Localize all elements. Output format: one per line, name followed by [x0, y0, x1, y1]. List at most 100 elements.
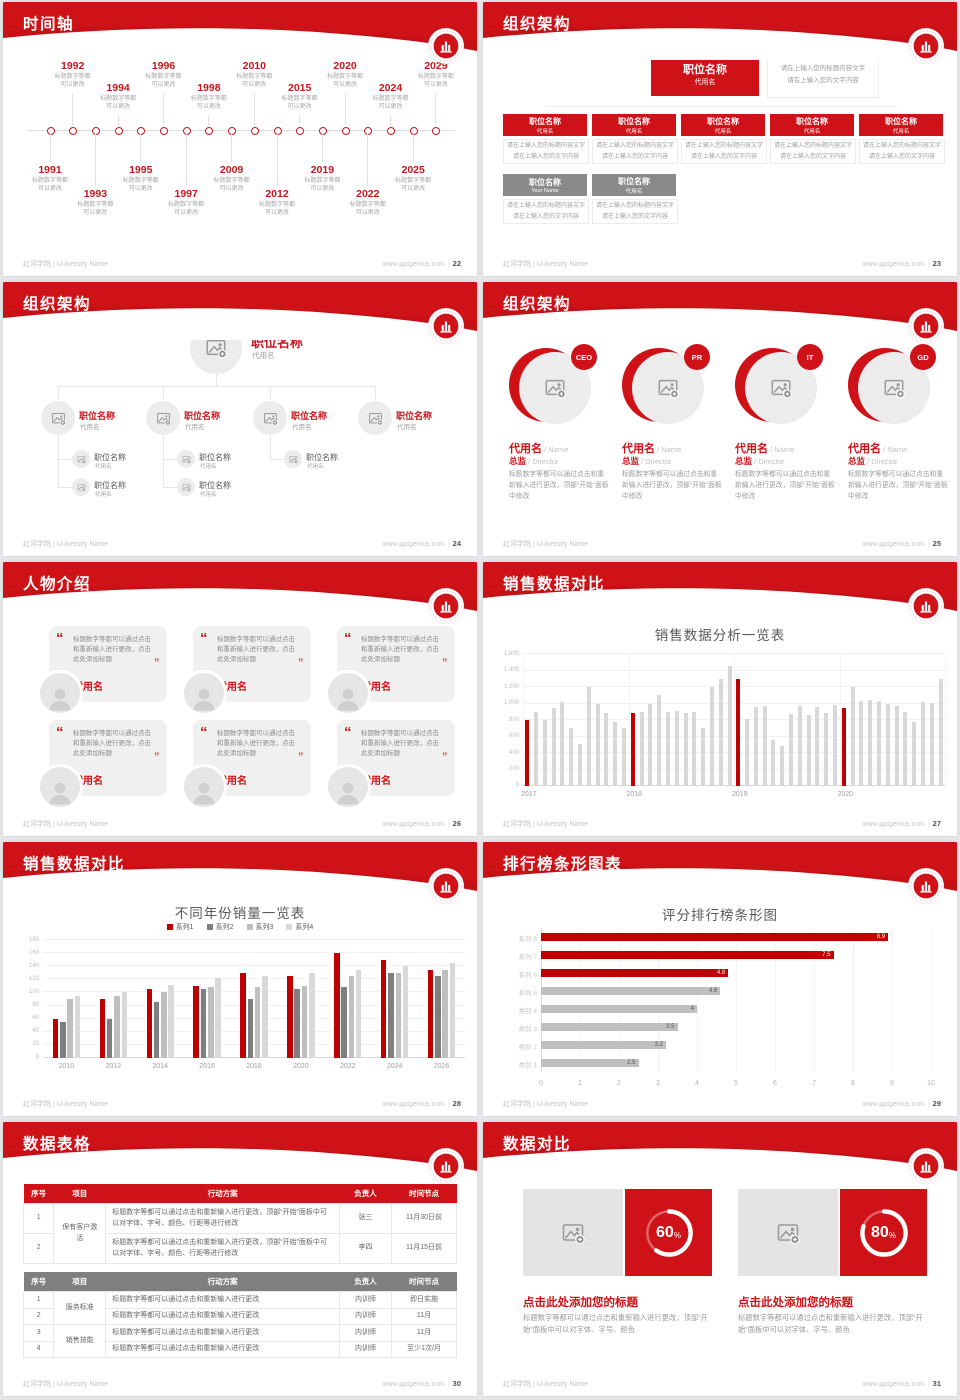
slide-30-tables[interactable]: 数据表格 序号 项目 行动方案 负责人 时间节点 1 保有客户激活 标题数字等都可以通过点击和…	[3, 1122, 477, 1396]
timeline-label: 1993 标题数字等都 可以更改	[67, 188, 123, 217]
org-note: 请在上输入您的标题内容文字 请在上输入您的文字内容	[770, 139, 856, 164]
footer-site: www.pptgenius.com | 24	[382, 539, 461, 548]
slide-22-timeline[interactable]: 时间轴 1991 标题数字等都 可以更改 1992 标题数字等都 可以更改 1993 标题数字…	[3, 2, 477, 276]
bar	[99, 999, 106, 1058]
quote-close-icon: ”	[442, 657, 448, 669]
org-box: 职位名称 代用名	[592, 114, 676, 136]
bar	[745, 719, 750, 786]
chart-title: 评分排行榜条形图	[662, 908, 778, 923]
slide-29-ranking[interactable]: 排行榜条形图表 评分排行榜条形图 8.9 7.5 4.8 4.6 4 3.5 3.2 2.5 0 1…	[483, 842, 957, 1116]
tree-connector	[163, 487, 177, 488]
bar	[542, 720, 547, 786]
page-number: 27	[932, 819, 941, 828]
bar	[578, 743, 583, 786]
image-placeholder-icon	[182, 455, 191, 464]
timeline-connector	[321, 134, 323, 162]
progress-value: 60%	[656, 1223, 681, 1241]
photo-placeholder	[72, 478, 90, 496]
y-axis-tick: 1,400	[503, 667, 519, 673]
page-number: 26	[452, 819, 461, 828]
bar	[833, 705, 837, 786]
bar-value-label: 4.8	[716, 969, 726, 976]
category-label: 系列 7	[518, 953, 537, 961]
university-emblem-icon	[907, 307, 945, 345]
y-axis-tick: 600	[508, 733, 519, 739]
legend-swatch	[246, 924, 253, 930]
bar: 3.5	[541, 1022, 678, 1031]
bar-value-label: 7.5	[822, 951, 831, 958]
x-axis-line	[43, 1057, 465, 1058]
profile-name-cn: 代用名	[848, 443, 881, 455]
timeline-caption: 可以更改	[128, 186, 153, 193]
person-name: 代用名	[217, 776, 247, 787]
tree-connector	[58, 459, 72, 460]
image-placeholder-icon	[51, 412, 66, 426]
gridline	[931, 928, 932, 1072]
table-header-row: 序号 项目 行动方案 负责人 时间节点	[23, 1184, 457, 1204]
bar	[153, 1002, 160, 1058]
gridline	[736, 928, 737, 1072]
data-table: 序号 项目 行动方案 负责人 时间节点 1 保有客户激活 标题数字等都可以通过点击和重新输入进…	[22, 1184, 457, 1264]
panel-desc: 标题数字等都可以通过点击和重新输入进行更改，顶部“开始”面板中可以对字体、字号、…	[738, 1313, 923, 1335]
timeline-year: 1994	[106, 82, 130, 94]
x-axis-tick: 2019	[732, 791, 748, 798]
photo-placeholder	[253, 401, 287, 435]
gridline	[658, 928, 659, 1072]
slide-title: 人物介绍	[23, 576, 92, 593]
org-box-sub: 代用名	[694, 79, 716, 86]
quote-open-icon: “	[344, 724, 352, 741]
slide-28-sales-yearly[interactable]: 销售数据对比 不同年份销量一览表 系列1 系列2 系列3 系列4 0 20 40 60 80 100…	[3, 842, 477, 1116]
person-quote: 标题数字等都可以通过点击和重新输入进行更改，点击此处添加标题	[73, 636, 151, 664]
image-placeholder-icon	[658, 379, 679, 399]
timeline-label: 2024 标题数字等都 可以更改	[363, 82, 419, 111]
timeline-point	[114, 126, 123, 135]
timeline-year: 2012	[265, 188, 289, 200]
node-title: 职位名称	[94, 481, 126, 490]
footer-site: www.pptgenius.com | 30	[382, 1379, 461, 1388]
profile-role-cn: 总监	[509, 456, 527, 466]
y-axis-tick: 0	[35, 1054, 39, 1061]
timeline-caption: 标题数字等都	[168, 202, 205, 209]
bar	[262, 976, 268, 1058]
slide-26-people[interactable]: 人物介绍 “ 标题数字等都可以通过点击和重新输入进行更改，点击此处添加标题 ” 代用名…	[3, 562, 477, 836]
table-cell: 4	[22, 1340, 55, 1358]
university-logo-icon	[427, 867, 465, 905]
bar-value-label: 8.9	[876, 933, 886, 940]
person-avatar	[181, 670, 227, 716]
university-logo-icon	[427, 27, 465, 65]
footer-brand: 红河学院 | University Name	[23, 821, 109, 828]
column-header: 序号	[23, 1184, 54, 1204]
bar	[121, 992, 128, 1058]
gridline	[697, 928, 698, 1072]
chart-plot-area	[43, 939, 465, 1058]
bar	[762, 705, 767, 786]
profile-role: 总监 / Director	[622, 456, 672, 466]
slide-24-org-tree[interactable]: 组织架构 职位名称 代用名 职位名称 代用名 职位名称 代用名 职位名称 代用名 职位名称 代用名…	[3, 282, 477, 556]
category-label: 系列 6	[518, 971, 537, 979]
y-axis-tick: 40	[32, 1028, 39, 1035]
bar	[294, 989, 300, 1058]
timeline-caption: 标题数字等都	[304, 178, 341, 185]
progress-value: 80%	[871, 1223, 896, 1241]
person-avatar	[37, 764, 83, 810]
image-placeholder-box	[738, 1189, 838, 1276]
slide-23-org-boxes[interactable]: 组织架构 职位名称 代用名 请在上输入您的标题内容文字 请在上输入您的文字内容 职位名称…	[483, 2, 957, 276]
bar	[841, 707, 846, 786]
slide-31-compare[interactable]: 数据对比 60% 点击此处添加您的标题 标题数字等都可以通过点击和重新输入进行更改，…	[483, 1122, 957, 1396]
slide-25-org-profiles[interactable]: 组织架构 CEO 代用名 / Name 总监 / Director 标题数字等都可以通…	[483, 282, 957, 556]
timeline-caption: 标题数字等都	[190, 96, 227, 103]
slide-footer: 红河学院 | University Name www.pptgenius.com…	[503, 819, 941, 829]
timeline-label: 1998 标题数字等都 可以更改	[181, 82, 237, 111]
slide-header: 排行榜条形图表	[483, 842, 957, 905]
footer-site: www.pptgenius.com | 31	[862, 1379, 941, 1388]
gridline	[43, 978, 465, 980]
org-note-line: 请在上输入您的文字内容	[601, 213, 668, 220]
slide-27-sales-monthly[interactable]: 销售数据对比 销售数据分析一览表 0 200 400 600 800 1,000 1,200 1…	[483, 562, 957, 836]
table-cell: 张三	[339, 1203, 393, 1234]
table-cell: 11月15日前	[391, 1233, 457, 1264]
profile-name-cn: 代用名	[622, 443, 655, 455]
gridline	[43, 1030, 465, 1032]
bar	[534, 711, 539, 786]
x-axis-tick: 2018	[626, 791, 643, 798]
bar	[442, 969, 448, 1058]
